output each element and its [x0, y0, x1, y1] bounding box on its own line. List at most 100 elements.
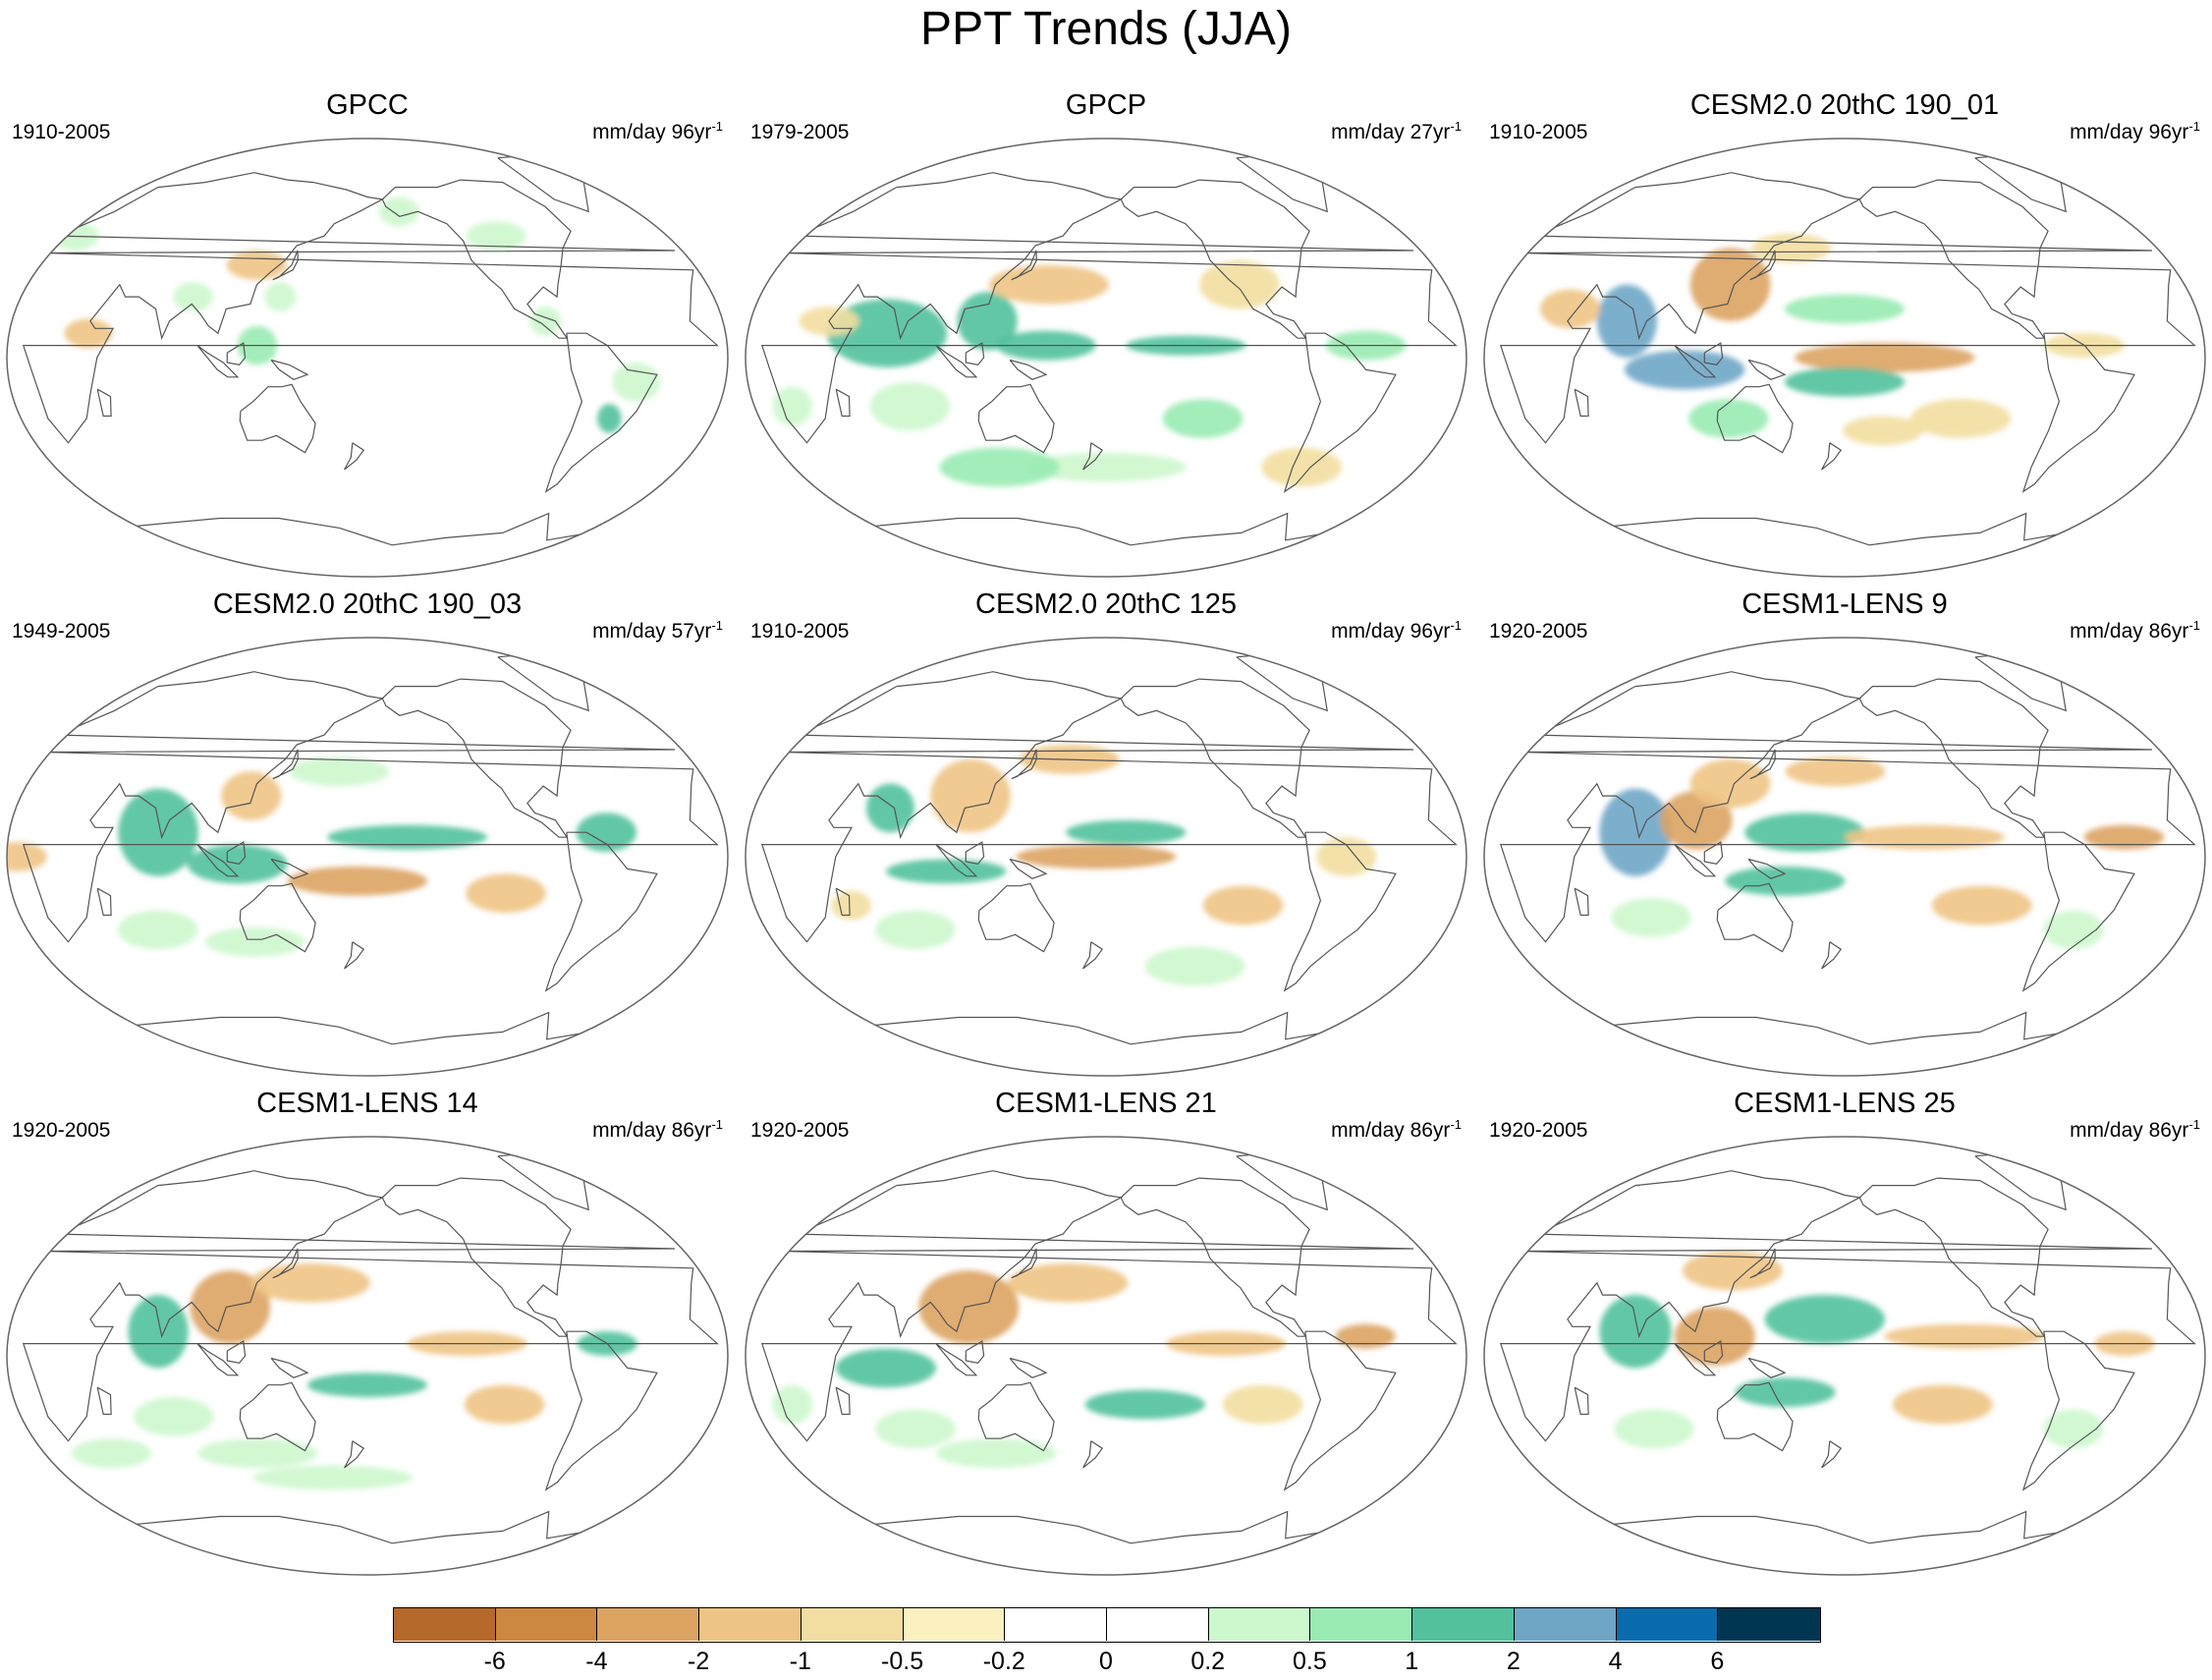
precip-blob — [1335, 1323, 1396, 1349]
precip-blob — [64, 318, 113, 349]
precip-blob — [1066, 819, 1187, 845]
coastline — [2021, 332, 2135, 493]
panel-units-text: mm/day 96yr — [592, 121, 712, 143]
precip-blob — [597, 404, 622, 433]
coastline — [1574, 388, 1589, 418]
precip-blob — [1795, 343, 1975, 372]
precip-blob — [1844, 824, 2005, 850]
coastline — [116, 1011, 619, 1045]
panel-period: 1920-2005 — [1489, 620, 1588, 643]
panel-title: GPCC — [326, 89, 409, 121]
map-border — [6, 637, 729, 1077]
map-border — [745, 138, 1467, 578]
precip-blob — [466, 873, 546, 913]
coastline — [1082, 1440, 1104, 1469]
panel-units-text: mm/day 96yr — [2070, 121, 2189, 143]
precip-blob — [263, 282, 297, 311]
coastline — [96, 388, 112, 418]
coastline — [935, 844, 978, 877]
coastline — [344, 442, 365, 471]
coastline — [381, 1177, 572, 1337]
coastline — [1674, 345, 1717, 378]
panel-units: mm/day 96yr-1 — [2070, 114, 2200, 145]
coastline — [1858, 179, 2049, 339]
map-panel: CESM1-LENS 25 1920-2005 mm/day 86yr-1 — [1481, 1087, 2208, 1578]
precip-blob — [1689, 248, 1771, 321]
colorbar-tick-label: 0.2 — [1190, 1648, 1226, 1675]
coastline — [1858, 678, 2049, 838]
precip-blob — [1687, 399, 1769, 438]
coastline — [226, 342, 247, 366]
panel-units: mm/day 86yr-1 — [592, 1112, 723, 1144]
coastline — [1593, 1011, 2096, 1045]
panel-units-exponent: -1 — [2188, 119, 2200, 134]
precip-blob — [2083, 824, 2165, 850]
colorbar-box — [1615, 1607, 1719, 1641]
colorbar-tick-label: 1 — [1405, 1648, 1419, 1675]
panel-period: 1910-2005 — [1489, 121, 1588, 143]
precip-blob — [128, 1295, 189, 1369]
robinson-map — [6, 637, 729, 1077]
panel-title: CESM2.0 20thC 190_03 — [212, 588, 523, 620]
coastline — [1716, 882, 1794, 953]
panel-units: mm/day 96yr-1 — [1331, 613, 1462, 644]
coastline — [760, 1170, 1458, 1442]
precip-blob — [1843, 416, 1923, 446]
robinson-map — [745, 138, 1467, 578]
colorbar-box — [393, 1607, 495, 1641]
coastline — [1716, 1381, 1794, 1452]
precip-blob — [71, 1438, 152, 1468]
precip-blob — [1596, 284, 1657, 358]
panel-title: CESM1-LENS 21 — [995, 1088, 1217, 1119]
coastline — [1674, 1343, 1717, 1376]
colorbar-box — [1004, 1607, 1107, 1641]
colorbar-tick-label: -0.2 — [982, 1648, 1025, 1675]
precip-blob — [918, 1270, 1020, 1344]
coastline — [1747, 359, 1787, 380]
coastline — [116, 512, 619, 546]
coastline — [1703, 342, 1724, 366]
coastline — [239, 1381, 316, 1452]
coastline — [2021, 831, 2135, 992]
map-panel: CESM2.0 20thC 190_03 1949-2005 mm/day 57yr… — [4, 588, 731, 1079]
precip-blob — [772, 386, 813, 426]
precip-blob — [1611, 898, 1691, 937]
precip-blob — [197, 1438, 318, 1468]
robinson-map — [1483, 138, 2206, 578]
panel-units-exponent: -1 — [2188, 618, 2200, 633]
coastline — [239, 882, 316, 953]
panel-title: CESM1-LENS 14 — [256, 1088, 478, 1119]
panel-units: mm/day 86yr-1 — [2070, 1112, 2200, 1144]
precip-blob — [118, 788, 198, 876]
precip-blob — [464, 1384, 545, 1425]
precip-blob — [1316, 837, 1377, 876]
coastline — [381, 678, 572, 838]
coastline — [1749, 1248, 1776, 1279]
colorbar-box — [800, 1607, 904, 1641]
coastline — [1593, 512, 2096, 546]
coastline — [977, 882, 1055, 953]
coastline — [977, 383, 1055, 454]
coastline — [270, 858, 309, 879]
coastline — [272, 749, 299, 780]
precip-blob — [1910, 399, 2012, 438]
precip-blob — [1261, 447, 1342, 487]
precip-blob — [173, 282, 214, 311]
coastline — [1749, 749, 1776, 780]
precip-blob — [939, 447, 1060, 487]
colorbar-box — [1411, 1607, 1515, 1641]
map-border — [6, 138, 729, 578]
precip-field — [746, 139, 1466, 577]
coastline — [1009, 1357, 1048, 1378]
panel-units-text: mm/day 96yr — [1331, 620, 1451, 643]
precip-blob — [866, 783, 914, 833]
panel-units: mm/day 86yr-1 — [1331, 1112, 1462, 1144]
colorbar-box — [1106, 1607, 1209, 1641]
coastline — [272, 250, 299, 281]
coastline — [1858, 1177, 2049, 1337]
precip-blob — [221, 771, 282, 820]
coastline — [1082, 442, 1104, 471]
panel-period: 1920-2005 — [750, 1119, 850, 1142]
precip-blob — [875, 910, 956, 950]
coastline — [855, 512, 1357, 546]
